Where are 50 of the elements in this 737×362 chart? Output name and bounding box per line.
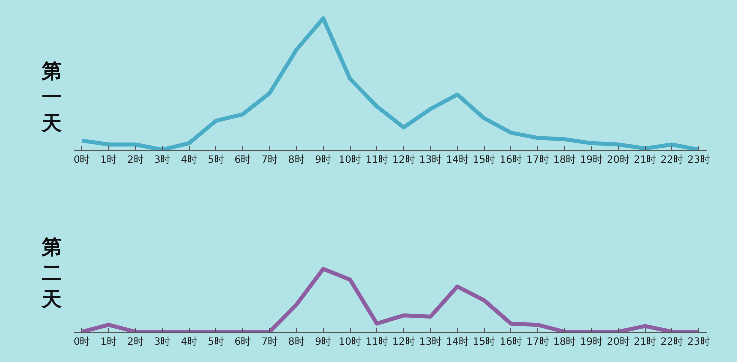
x-tick-label: 22时 (660, 336, 684, 348)
y-axis-title: 第一天 (40, 58, 63, 136)
x-tick-label: 10时 (338, 336, 362, 348)
x-tick-label: 1时 (100, 154, 118, 166)
x-tick-label: 9时 (315, 336, 332, 348)
x-tick-label: 17时 (526, 154, 550, 166)
x-tick-label: 2时 (128, 154, 144, 166)
x-tick-label: 2时 (128, 336, 144, 348)
x-tick-label: 3时 (154, 154, 171, 166)
x-tick-label: 6时 (234, 336, 252, 348)
x-tick-label: 19时 (580, 154, 604, 166)
x-tick-label: 16时 (500, 154, 523, 166)
x-tick-label: 0时 (74, 336, 90, 348)
x-tick-label: 10时 (338, 154, 362, 166)
x-tick-label: 14时 (446, 336, 469, 348)
x-tick-label: 12时 (392, 154, 416, 166)
x-tick-label: 13时 (419, 154, 442, 166)
x-tick-label: 11时 (366, 336, 388, 348)
x-tick-label: 20时 (607, 336, 630, 348)
x-tick-label: 19时 (580, 336, 604, 348)
x-tick-label: 11时 (366, 154, 388, 166)
x-tick-label: 15时 (473, 154, 496, 166)
x-tick-label: 7时 (262, 154, 278, 166)
x-tick-label: 15时 (473, 336, 496, 348)
x-tick-label: 6时 (234, 154, 252, 166)
x-tick-label: 8时 (288, 336, 305, 348)
x-tick-label: 4时 (181, 154, 198, 166)
x-tick-label: 21时 (634, 154, 657, 166)
x-tick-label: 3时 (154, 336, 171, 348)
x-tick-label: 23时 (688, 154, 710, 166)
x-tick-label: 0时 (74, 154, 90, 166)
x-tick-label: 5时 (208, 154, 224, 166)
x-tick-label: 7时 (262, 336, 278, 348)
x-tick-label: 4时 (181, 336, 198, 348)
x-tick-label: 22时 (660, 154, 684, 166)
x-tick-label: 21时 (634, 336, 657, 348)
y-axis-title: 第二天 (40, 234, 63, 312)
x-tick-label: 18时 (553, 336, 576, 348)
x-tick-label: 9时 (315, 154, 332, 166)
x-tick-label: 20时 (607, 154, 630, 166)
x-tick-label: 8时 (288, 154, 305, 166)
x-tick-label: 1时 (100, 336, 118, 348)
x-tick-label: 13时 (419, 336, 442, 348)
x-tick-label: 18时 (553, 154, 576, 166)
x-tick-label: 17时 (526, 336, 550, 348)
x-tick-label: 14时 (446, 154, 469, 166)
x-tick-label: 23时 (688, 336, 710, 348)
x-tick-label: 5时 (208, 336, 224, 348)
x-tick-label: 16时 (500, 336, 523, 348)
x-tick-label: 12时 (392, 336, 416, 348)
